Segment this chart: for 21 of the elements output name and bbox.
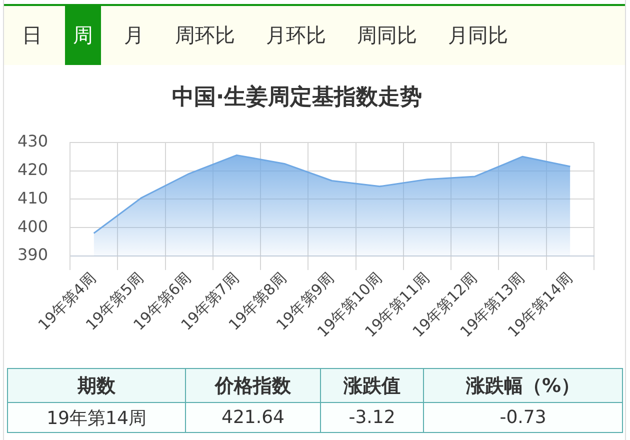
text: -3.12 <box>320 402 424 432</box>
category-label: 期数 <box>8 368 186 402</box>
category-label: 月 <box>124 22 144 49</box>
text: 19年第14周 <box>8 402 186 432</box>
category-label: 月环比 <box>266 22 326 49</box>
category-label: 涨跌值 <box>320 368 424 402</box>
category-label: 价格指数 <box>186 368 320 402</box>
chart-title: 中国·生姜周定基指数走势 <box>172 84 422 110</box>
y-tick-label: 410 <box>17 188 48 208</box>
category-label: 月同比 <box>448 22 508 49</box>
category-label: 周同比 <box>357 22 417 49</box>
text: 421.64 <box>186 402 320 432</box>
category-label: 日 <box>22 22 42 49</box>
category-label: 周环比 <box>175 22 235 49</box>
category-label: 周 <box>73 22 93 49</box>
y-tick-label: 420 <box>17 160 48 179</box>
y-tick-label: 430 <box>17 132 48 151</box>
y-tick-label: 400 <box>17 216 48 236</box>
y-tick-label: 390 <box>17 245 48 264</box>
category-label: 涨跌幅（%） <box>424 368 622 402</box>
text: -0.73 <box>424 402 622 432</box>
